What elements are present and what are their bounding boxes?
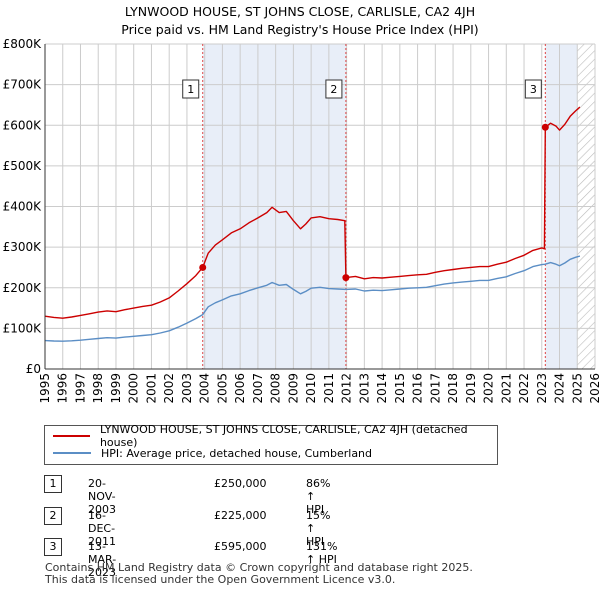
x-tick-label: 2014	[375, 373, 389, 404]
x-tick-label: 2018	[446, 373, 460, 404]
sale-box-label-1: 1	[187, 83, 194, 96]
y-tick-label: £600K	[3, 118, 43, 132]
x-tick-label: 2002	[162, 373, 176, 404]
transaction-hpi: 15% ↑ HPI	[306, 509, 331, 548]
transaction-price: £595,000	[214, 540, 267, 553]
transaction-date: 13-MAR-2023	[88, 540, 117, 579]
x-tick-label: 2010	[304, 373, 318, 404]
x-tick-label: 2000	[127, 373, 141, 404]
y-tick-label: £700K	[3, 78, 43, 92]
x-tick-label: 2004	[198, 373, 212, 404]
sale-box-2	[325, 79, 343, 99]
x-tick-label: 2024	[553, 373, 567, 404]
x-tick-label: 1999	[109, 373, 123, 404]
x-tick-label: 2007	[251, 373, 265, 404]
price-paid-line	[44, 106, 581, 319]
chart-title-line1: LYNWOOD HOUSE, ST JOHNS CLOSE, CARLISLE,…	[124, 4, 476, 19]
transaction-hpi: 86% ↑ HPI	[306, 477, 331, 516]
x-tick-label: 2012	[340, 373, 354, 404]
y-tick-label: £500K	[3, 159, 43, 173]
x-tick-label: 2011	[322, 373, 336, 404]
x-tick-label: 1998	[91, 373, 105, 404]
transaction-date: 20-NOV-2003	[88, 477, 116, 516]
y-tick-label: £200K	[3, 281, 43, 295]
price-chart: £0 £100K £200K £300K £400K £500K £600K £700K £80…	[3, 37, 600, 404]
sale-box-3	[524, 79, 542, 99]
footer-license: This data is licensed under the Open Gov…	[45, 573, 396, 586]
transaction-number: 2	[44, 507, 62, 525]
y-tick-label: £800K	[3, 37, 43, 51]
sale-point-3	[541, 123, 549, 131]
x-tick-label: 2019	[464, 373, 478, 404]
x-tick-label: 2016	[411, 373, 425, 404]
y-tick-label: £300K	[3, 240, 43, 254]
x-tick-label: 2009	[286, 373, 300, 404]
sale-box-label-3: 3	[530, 83, 537, 96]
legend-line-hpi	[53, 452, 91, 454]
x-tick-label: 2020	[482, 373, 496, 404]
x-tick-label: 2013	[357, 373, 371, 404]
x-tick-label: 2023	[535, 373, 549, 404]
legend-label-hpi: HPI: Average price, detached house, Cumb…	[101, 446, 373, 460]
sale-point-2	[342, 274, 350, 282]
y-tick-label: £100K	[3, 321, 43, 335]
x-tick-label: 2017	[428, 373, 442, 404]
x-tick-label: 2021	[499, 373, 513, 404]
x-tick-label: 2006	[233, 373, 247, 404]
transaction-price: £250,000	[214, 477, 267, 490]
x-tick-label: 2003	[180, 373, 194, 404]
x-tick-label: 2025	[570, 373, 584, 404]
transaction-price: £225,000	[214, 509, 267, 522]
y-tick-label: £400K	[3, 200, 43, 214]
legend-item-hpi: HPI: Average price, detached house, Cumb…	[53, 445, 372, 461]
x-tick-label: 2005	[215, 373, 229, 404]
transaction-date: 16-DEC-2011	[88, 509, 116, 548]
footer-copyright: Contains HM Land Registry data © Crown c…	[45, 561, 473, 574]
x-tick-label: 1995	[38, 373, 52, 404]
x-tick-label: 2022	[517, 373, 531, 404]
transaction-number: 3	[44, 538, 62, 556]
chart-title-line2: Price paid vs. HM Land Registry's House …	[121, 22, 479, 37]
sale-box-1	[182, 79, 200, 99]
x-tick-label: 1997	[73, 373, 87, 404]
y-tick-label: £0	[26, 362, 41, 376]
hpi-line	[44, 255, 581, 342]
legend-label-price-paid: LYNWOOD HOUSE, ST JOHNS CLOSE, CARLISLE,…	[99, 423, 468, 449]
legend-line-price-paid	[53, 435, 90, 437]
legend-item-price-paid: LYNWOOD HOUSE, ST JOHNS CLOSE, CARLISLE,…	[53, 423, 497, 449]
x-tick-label: 2008	[269, 373, 283, 404]
transaction-hpi: 131% ↑ HPI	[306, 540, 338, 566]
x-tick-label: 2015	[393, 373, 407, 404]
x-tick-label: 2026	[588, 373, 600, 404]
sale-box-label-2: 2	[330, 83, 337, 96]
sale-point-1	[199, 263, 207, 271]
transaction-number: 1	[44, 475, 62, 493]
x-tick-label: 1996	[56, 373, 70, 404]
chart-legend: LYNWOOD HOUSE, ST JOHNS CLOSE, CARLISLE,…	[44, 423, 498, 465]
x-tick-label: 2001	[144, 373, 158, 404]
